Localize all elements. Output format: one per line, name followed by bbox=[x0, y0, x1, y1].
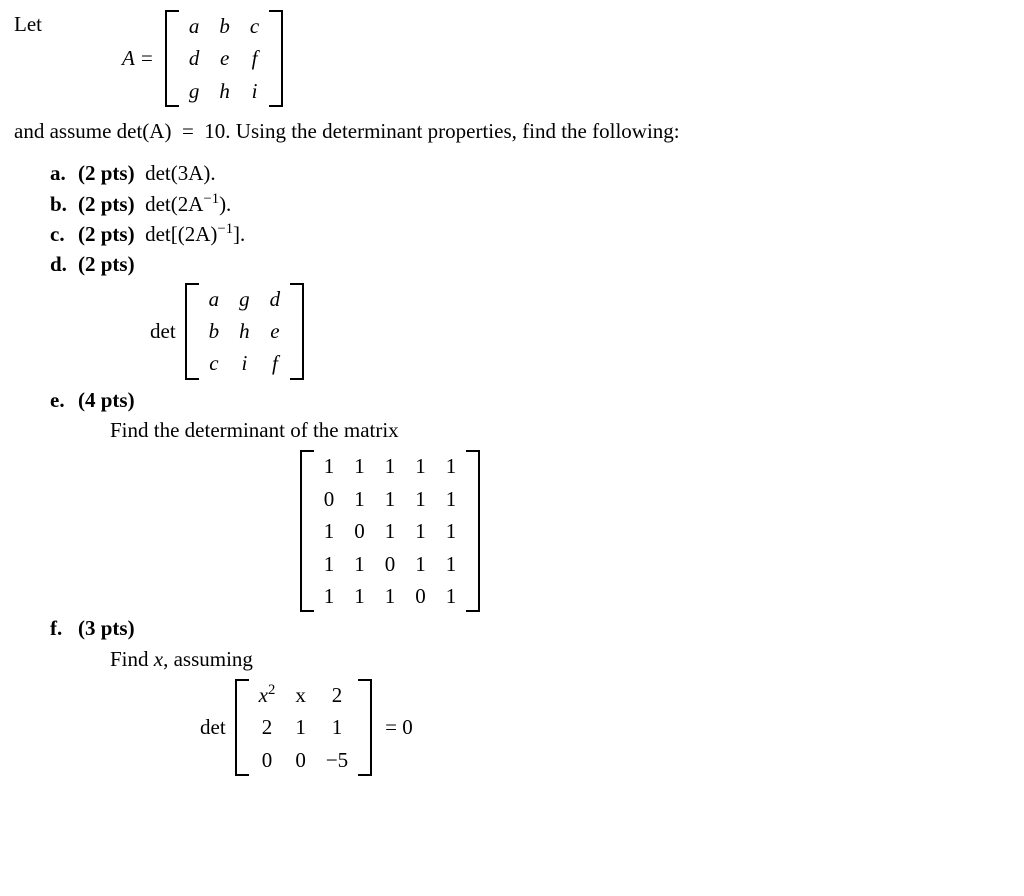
item-f-matrix: x2 x 2 211 00−5 bbox=[235, 679, 373, 776]
item-d-matrix: det agd bhe cif bbox=[150, 283, 1010, 380]
intro-row: Let A = abc def ghi bbox=[14, 10, 1010, 107]
question-list: a. (2 pts) det(3A). b. (2 pts) det(2A−1)… bbox=[50, 159, 1010, 776]
item-f-equation: det x2 x 2 211 00−5 = 0 bbox=[200, 679, 413, 776]
item-b-body: det(2A−1). bbox=[140, 192, 231, 216]
item-b: b. (2 pts) det(2A−1). bbox=[50, 190, 1010, 218]
A-equals: A = bbox=[122, 44, 154, 72]
item-c-body: det[(2A)−1]. bbox=[140, 222, 245, 246]
item-e-body: Find the determinant of the matrix 11111… bbox=[110, 416, 1010, 612]
matrix-A: abc def ghi bbox=[165, 10, 283, 107]
item-a: a. (2 pts) det(3A). bbox=[50, 159, 1010, 187]
assume-line: and assume det(A) = 10. Using the determ… bbox=[14, 117, 1010, 145]
item-a-body: det(3A). bbox=[140, 161, 216, 185]
item-c: c. (2 pts) det[(2A)−1]. bbox=[50, 220, 1010, 248]
item-e-matrix: 11111 01111 10111 11011 11101 bbox=[300, 450, 481, 612]
matrix-A-def: A = abc def ghi bbox=[122, 10, 286, 107]
item-e: e. (4 pts) bbox=[50, 386, 1010, 414]
item-d: d. (2 pts) bbox=[50, 250, 1010, 278]
item-f-body: Find x, assuming det x2 x 2 211 00−5 bbox=[110, 645, 1010, 776]
let-label: Let bbox=[14, 10, 42, 38]
item-f: f. (3 pts) bbox=[50, 614, 1010, 642]
